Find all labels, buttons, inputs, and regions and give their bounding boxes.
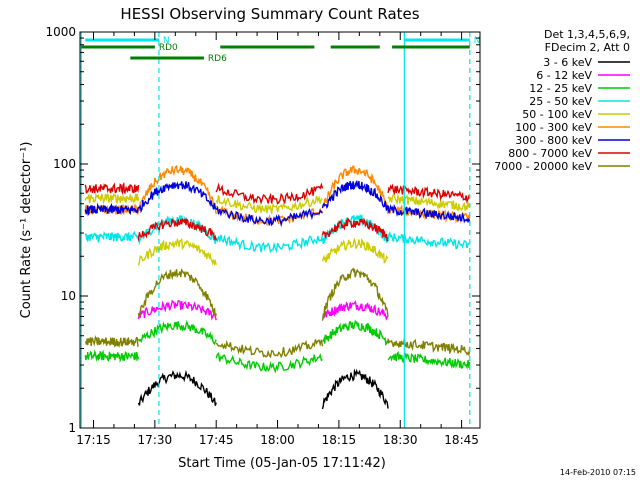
series-2-segment-3 xyxy=(322,319,389,346)
legend-header-0: Det 1,3,4,5,6,9, xyxy=(544,28,630,41)
y-axis-label: Count Rate (s⁻¹ detector⁻¹) xyxy=(19,142,34,319)
series-3-segment-4 xyxy=(387,231,471,250)
legend-label-8: 7000 - 20000 keV xyxy=(494,160,592,173)
series-4-segment-3 xyxy=(321,237,389,264)
x-tick-label-6: 18:45 xyxy=(444,433,479,447)
series-8-segment-2 xyxy=(215,339,324,359)
series-1-segment-3 xyxy=(322,299,389,321)
series-8-segment-0 xyxy=(84,334,139,348)
series-7-segment-2 xyxy=(215,182,324,205)
legend-label-1: 6 - 12 keV xyxy=(536,69,592,82)
series-1-segment-4 xyxy=(388,464,470,480)
series-3-segment-2 xyxy=(215,234,324,254)
marker-label-0: N xyxy=(163,36,170,46)
series-1-segment-0 xyxy=(85,463,138,472)
legend-label-5: 100 - 300 keV xyxy=(515,121,592,134)
series-4-segment-0 xyxy=(84,192,140,205)
legend-label-7: 800 - 7000 keV xyxy=(508,147,592,160)
x-tick-label-3: 18:00 xyxy=(260,433,295,447)
x-tick-label-1: 17:30 xyxy=(138,433,173,447)
x-axis-label: Start Time (05-Jan-05 17:11:42) xyxy=(178,456,386,471)
y-tick-label-0: 1 xyxy=(68,421,76,435)
series-3-segment-0 xyxy=(84,230,140,244)
series-2-segment-2 xyxy=(215,351,323,374)
series-1-segment-1 xyxy=(137,299,217,321)
series-0-segment-3 xyxy=(321,368,389,410)
y-tick-label-2: 100 xyxy=(53,157,76,171)
legend-label-4: 50 - 100 keV xyxy=(522,108,592,121)
series-8-segment-1 xyxy=(137,268,217,318)
x-tick-label-4: 18:15 xyxy=(322,433,357,447)
series-8-segment-4 xyxy=(387,338,471,358)
series-6-segment-0 xyxy=(84,202,140,217)
legend-label-0: 3 - 6 keV xyxy=(543,56,592,69)
footer-date: 14-Feb-2010 07:15 xyxy=(560,468,636,477)
series-7-segment-1 xyxy=(137,217,217,241)
y-tick-label-3: 1000 xyxy=(45,25,76,39)
series-2-segment-1 xyxy=(137,319,217,346)
series-5-segment-1 xyxy=(138,164,217,215)
x-tick-label-5: 18:30 xyxy=(383,433,418,447)
marker-label-2: RD0 xyxy=(159,43,178,53)
series-8-segment-3 xyxy=(321,267,389,321)
series-6-segment-2 xyxy=(215,205,323,228)
series-7-segment-4 xyxy=(387,183,471,205)
legend-label-6: 300 - 800 keV xyxy=(515,134,592,147)
legend-label-2: 12 - 25 keV xyxy=(529,82,592,95)
marker-label-3: RD6 xyxy=(208,54,227,64)
series-6-segment-4 xyxy=(387,204,471,224)
series-6-segment-3 xyxy=(321,180,389,211)
marker-label-1: N xyxy=(474,36,481,46)
x-tick-label-2: 17:45 xyxy=(199,433,234,447)
x-tick-label-0: 17:15 xyxy=(76,433,111,447)
series-5-segment-3 xyxy=(322,165,389,215)
series-7-segment-0 xyxy=(84,181,140,196)
series-2-segment-4 xyxy=(387,350,471,370)
chart-title: HESSI Observing Summary Count Rates xyxy=(120,5,419,23)
legend-label-3: 25 - 50 keV xyxy=(529,95,592,108)
axes: 17:15 17:30 17:45 18:00 18:15 18:30 18:45 1 10 10… xyxy=(45,25,481,447)
series-6-segment-1 xyxy=(138,181,217,214)
series-4-segment-2 xyxy=(215,195,323,214)
series-7-segment-3 xyxy=(321,217,389,242)
series-0-segment-1 xyxy=(137,369,217,406)
legend-header-1: FDecim 2, Att 0 xyxy=(545,41,630,54)
plot-frame xyxy=(79,31,481,429)
legend: Det 1,3,4,5,6,9,FDecim 2, Att 0 3 - 6 keV… xyxy=(494,28,630,173)
series-2-segment-0 xyxy=(84,349,140,364)
series-3-segment-3 xyxy=(321,213,389,244)
series-4-segment-1 xyxy=(137,237,217,267)
y-tick-label-1: 10 xyxy=(61,289,76,303)
series-4-segment-4 xyxy=(387,193,471,212)
